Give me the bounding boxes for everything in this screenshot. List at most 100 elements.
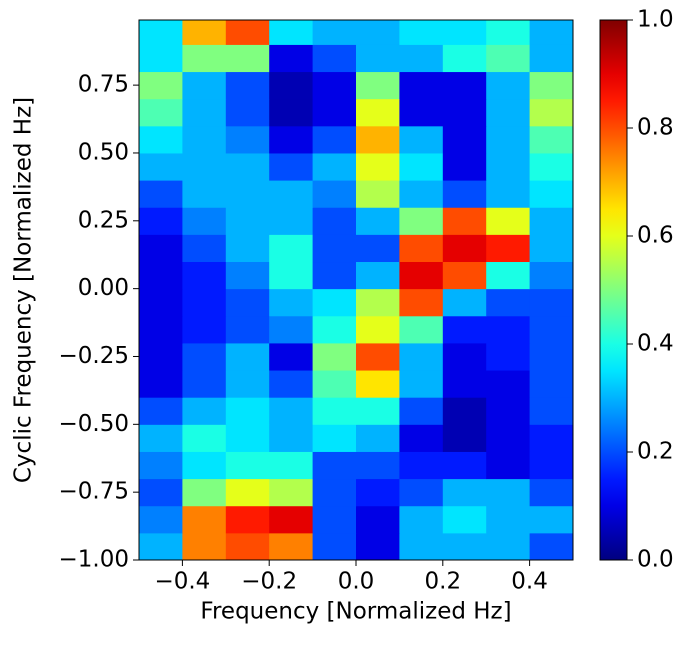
heatmap-cell — [486, 71, 531, 100]
heatmap-cell — [442, 207, 487, 235]
heatmap-cell — [486, 424, 531, 452]
heatmap-cell — [182, 288, 227, 317]
heatmap-cell — [529, 370, 574, 398]
y-tick-label: −0.50 — [59, 411, 129, 437]
heatmap-cell — [486, 207, 531, 235]
heatmap-cell — [529, 234, 574, 263]
heatmap-cell — [139, 342, 183, 371]
heatmap-cell — [182, 125, 227, 154]
heatmap-cell — [399, 315, 444, 344]
heatmap-cell — [225, 152, 270, 181]
heatmap-cell — [442, 98, 487, 127]
heatmap — [139, 20, 574, 561]
heatmap-cell — [225, 71, 270, 100]
heatmap-cell — [139, 505, 183, 534]
heatmap-cell — [182, 505, 227, 534]
heatmap-cell — [356, 478, 400, 507]
heatmap-cell — [486, 370, 531, 398]
heatmap-cell — [442, 342, 487, 371]
heatmap-cell — [182, 44, 227, 73]
heatmap-cell — [139, 234, 183, 263]
heatmap-cell — [442, 478, 487, 507]
heatmap-cell — [529, 288, 574, 317]
heatmap-cell — [486, 397, 531, 425]
heatmap-cell — [442, 71, 487, 100]
heatmap-cell — [312, 370, 357, 398]
heatmap-cell — [399, 451, 444, 480]
heatmap-cell — [225, 288, 270, 317]
heatmap-cell — [269, 532, 314, 561]
heatmap-cell — [182, 98, 227, 127]
heatmap-cell — [225, 125, 270, 154]
heatmap-cell — [225, 478, 270, 507]
heatmap-cell — [139, 125, 183, 154]
y-tick-label: 0.25 — [78, 207, 129, 233]
heatmap-cell — [486, 532, 531, 561]
heatmap-cell — [182, 207, 227, 235]
heatmap-cell — [356, 207, 400, 235]
heatmap-cell — [182, 451, 227, 480]
colorbar-tick-label: 0.8 — [637, 115, 674, 141]
heatmap-cell — [312, 152, 357, 181]
heatmap-cell — [399, 180, 444, 208]
heatmap-cell — [356, 424, 400, 452]
heatmap-cell — [312, 288, 357, 317]
heatmap-cell — [399, 532, 444, 561]
heatmap-cell — [486, 180, 531, 208]
heatmap-cell — [399, 478, 444, 507]
heatmap-cell — [529, 505, 574, 534]
heatmap-cell — [139, 44, 183, 73]
heatmap-cell — [225, 451, 270, 480]
heatmap-cell — [529, 315, 574, 344]
heatmap-cell — [269, 478, 314, 507]
heatmap-cell — [312, 180, 357, 208]
heatmap-cell — [442, 532, 487, 561]
heatmap-cell — [442, 180, 487, 208]
heatmap-cell — [529, 397, 574, 425]
heatmap-cell — [182, 234, 227, 263]
heatmap-cell — [139, 261, 183, 290]
heatmap-cell — [399, 397, 444, 425]
heatmap-cell — [486, 478, 531, 507]
heatmap-cell — [182, 71, 227, 100]
heatmap-cell — [442, 234, 487, 263]
heatmap-cell — [356, 234, 400, 263]
heatmap-cell — [269, 424, 314, 452]
heatmap-cell — [182, 532, 227, 561]
heatmap-cell — [269, 71, 314, 100]
heatmap-cell — [312, 71, 357, 100]
heatmap-cell — [356, 180, 400, 208]
heatmap-cell — [139, 207, 183, 235]
heatmap-cell — [182, 152, 227, 181]
heatmap-cell — [139, 424, 183, 452]
heatmap-cell — [269, 315, 314, 344]
heatmap-cell — [269, 451, 314, 480]
heatmap-cell — [442, 397, 487, 425]
heatmap-cell — [312, 532, 357, 561]
heatmap-cell — [356, 315, 400, 344]
heatmap-cell — [269, 44, 314, 73]
heatmap-cell — [356, 288, 400, 317]
heatmap-cell — [182, 20, 227, 45]
heatmap-cell — [356, 71, 400, 100]
heatmap-cell — [356, 370, 400, 398]
heatmap-cell — [442, 424, 487, 452]
heatmap-cell — [529, 44, 574, 73]
heatmap-cell — [399, 234, 444, 263]
heatmap-cell — [399, 288, 444, 317]
colorbar-tick-label: 0.6 — [637, 223, 674, 249]
heatmap-cell — [529, 532, 574, 561]
heatmap-cell — [225, 234, 270, 263]
heatmap-cell — [486, 152, 531, 181]
x-axis-label: Frequency [Normalized Hz] — [200, 599, 511, 625]
heatmap-cell — [356, 505, 400, 534]
heatmap-cell — [529, 125, 574, 154]
heatmap-cell — [529, 98, 574, 127]
heatmap-cell — [182, 180, 227, 208]
colorbar-tick-label: 1.0 — [637, 7, 674, 33]
heatmap-cell — [486, 342, 531, 371]
y-tick-label: −0.25 — [59, 343, 129, 369]
x-tick-label: −0.4 — [154, 569, 210, 595]
heatmap-cell — [486, 315, 531, 344]
